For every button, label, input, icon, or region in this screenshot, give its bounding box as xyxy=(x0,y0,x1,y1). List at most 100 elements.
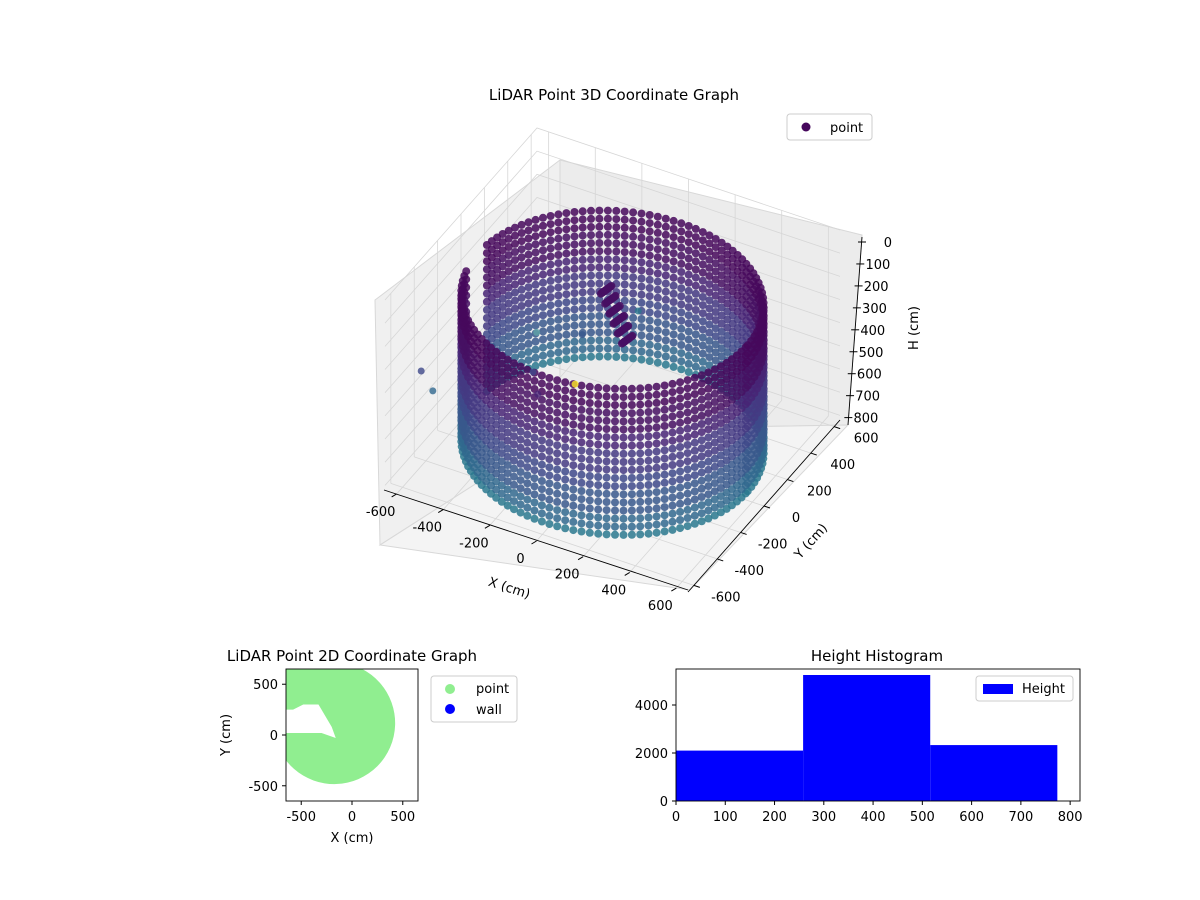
cloud-point xyxy=(705,328,714,337)
cloud-point xyxy=(683,465,692,474)
chart3d-title: LiDAR Point 3D Coordinate Graph xyxy=(489,86,739,104)
cloud-point xyxy=(603,247,612,256)
cloud-point xyxy=(546,252,555,261)
cloud-point xyxy=(611,441,619,450)
cloud-point xyxy=(553,489,562,498)
cloud-point xyxy=(668,452,677,461)
cloud-point xyxy=(705,336,714,345)
cloud-point xyxy=(704,441,713,450)
cloud-point xyxy=(554,210,563,219)
cloud-point xyxy=(523,463,532,472)
cloud-point xyxy=(530,425,539,434)
cloud-point xyxy=(627,457,636,466)
cloud-point xyxy=(697,452,706,461)
cloud-point xyxy=(570,297,579,306)
hist-x-tick-label: 600 xyxy=(959,810,984,825)
cloud-point xyxy=(554,348,563,357)
cloud-point xyxy=(634,307,642,315)
grid-line xyxy=(384,127,841,301)
cloud-point xyxy=(677,316,686,325)
cloud-point xyxy=(691,273,700,282)
cloud-point xyxy=(644,489,653,498)
cloud-point xyxy=(585,447,594,456)
cloud-point xyxy=(660,430,669,439)
cloud-point xyxy=(503,363,512,372)
cloud-point xyxy=(546,349,555,358)
cloud-point xyxy=(523,438,532,447)
cloud-point xyxy=(611,474,619,483)
cloud-point xyxy=(677,276,686,285)
cloud-point xyxy=(704,506,713,515)
cloud-point xyxy=(697,493,706,501)
cloud-point xyxy=(652,504,661,513)
cloud-point xyxy=(595,222,604,231)
histogram-title: Height Histogram xyxy=(811,647,943,665)
cloud-point xyxy=(587,287,595,296)
cloud-point xyxy=(711,356,720,365)
cloud-point xyxy=(523,382,532,390)
cloud-point xyxy=(705,255,714,264)
cloud-point xyxy=(504,226,513,235)
cloud-point xyxy=(595,263,604,272)
cloud-point xyxy=(690,487,699,496)
x-tick-mark xyxy=(438,509,444,514)
cloud-point xyxy=(429,387,437,395)
cloud-point xyxy=(492,372,501,381)
cloud-point xyxy=(585,390,594,399)
cloud-point xyxy=(628,331,637,340)
cloud-point xyxy=(620,296,629,305)
cloud-point xyxy=(705,361,714,370)
cloud-point xyxy=(517,277,526,286)
cloud-point xyxy=(711,308,720,316)
cloud-point xyxy=(577,503,586,512)
x-tick-label: 600 xyxy=(648,599,673,614)
cloud-point xyxy=(637,282,646,291)
cloud-point xyxy=(577,438,586,447)
cloud-point xyxy=(645,324,654,333)
cloud-point xyxy=(510,497,518,506)
cloud-point xyxy=(539,213,547,222)
cloud-point xyxy=(677,219,686,228)
cloud-point xyxy=(661,263,670,272)
cloud-point xyxy=(620,280,629,289)
cloud-point xyxy=(561,410,570,419)
histogram-bars xyxy=(676,675,1058,801)
cloud-point xyxy=(587,231,595,240)
cloud-point xyxy=(546,260,555,269)
cloud-point xyxy=(611,498,619,507)
cloud-point xyxy=(516,484,525,493)
cloud-point xyxy=(652,431,661,440)
cloud-point xyxy=(668,461,677,469)
cloud-point xyxy=(705,280,714,289)
z-tick-label: 0 xyxy=(884,236,892,251)
cloud-point xyxy=(492,437,501,446)
cloud-point xyxy=(545,520,554,528)
cloud-point xyxy=(531,313,540,322)
cloud-point xyxy=(636,489,645,498)
z-axis-label: H (cm) xyxy=(907,306,922,350)
cloud-point xyxy=(619,506,628,515)
y-tick-label: -600 xyxy=(711,590,741,605)
cloud-point xyxy=(497,359,506,368)
cloud-point xyxy=(716,500,725,509)
cloud-point xyxy=(612,231,621,240)
cloud-point xyxy=(669,249,678,258)
cloud-point xyxy=(717,271,726,280)
cloud-point xyxy=(705,304,714,313)
cloud-point xyxy=(652,512,661,521)
cloud-point xyxy=(524,266,533,275)
cloud-point xyxy=(716,427,725,436)
cloud-point xyxy=(602,473,611,482)
cloud-point xyxy=(669,233,678,242)
cloud-point xyxy=(668,420,677,429)
cloud-point xyxy=(620,231,629,240)
hist-x-tick-label: 800 xyxy=(1058,810,1083,825)
cloud-point xyxy=(570,256,579,265)
y-tick-mark xyxy=(787,479,794,483)
cloud-point xyxy=(691,338,700,347)
cloud-point xyxy=(537,379,546,388)
cloud-point xyxy=(531,215,540,224)
cloud-point xyxy=(504,243,513,251)
cloud-point xyxy=(677,268,686,276)
cloud-point xyxy=(684,254,693,263)
